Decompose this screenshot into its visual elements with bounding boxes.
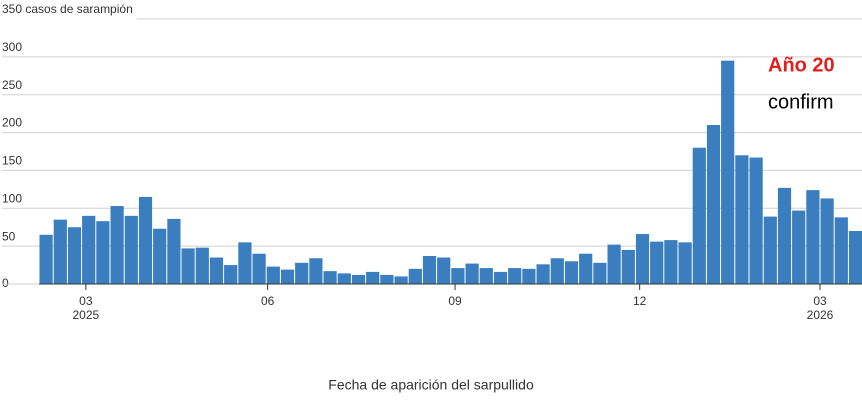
bar [195,247,209,284]
y-tick-label: 50 [2,229,16,243]
bar [96,221,110,284]
y-tick-label: 0 [2,276,9,290]
bar [209,257,224,284]
bar [593,262,607,284]
y-tick-label: 300 [2,40,22,54]
bar [153,228,167,284]
bar [181,248,195,284]
bar [323,271,337,284]
y-tick-label: 100 [2,191,22,205]
bar [167,218,181,284]
bar [39,234,53,284]
bar [295,262,309,284]
bar [252,253,266,284]
x-year-label: 2025 [73,308,100,322]
bar [579,253,593,284]
y-tick-label: 350 casos de sarampión [2,2,133,16]
bar [508,268,522,284]
bar [337,273,351,284]
bar [437,257,451,284]
bar [564,261,579,284]
bar [607,244,621,284]
bar [67,227,82,284]
bar [777,187,792,284]
bar [706,125,721,284]
x-year-label: 2026 [807,308,834,322]
bar [309,258,323,284]
bar [238,242,252,284]
y-tick-label: 250 [2,78,22,92]
bar [635,234,650,284]
bar [493,271,508,284]
bar [266,266,280,284]
bar [721,60,735,285]
x-tick-label: 03 [79,294,93,308]
bar [536,264,550,284]
bar [749,157,763,284]
bar [621,249,635,284]
bar [848,231,862,284]
bar [550,258,564,284]
bar [82,215,96,284]
annotation-title: Año 20 [768,54,835,76]
bar [394,276,408,284]
x-tick-label: 06 [261,294,275,308]
bar [451,268,465,284]
bar [138,196,153,284]
bar [479,268,493,284]
bar [224,265,238,284]
x-tick-label: 03 [813,294,827,308]
bar [53,219,67,284]
x-tick-label: 09 [448,294,462,308]
x-axis-title: Fecha de aparición del sarpullido [328,377,534,393]
bar [664,240,678,284]
bar [280,269,295,284]
y-tick-label: 150 [2,154,22,168]
bar [351,274,366,284]
bar [678,242,692,284]
bar [522,268,536,284]
bar [792,210,806,284]
bar [408,268,422,284]
bar [110,206,124,284]
bar [380,274,394,284]
bar [465,263,479,284]
bar [820,198,834,284]
bar [124,215,138,284]
bar [366,271,380,284]
bar [834,217,848,284]
bar [735,155,749,284]
bar [763,216,777,284]
bar [650,241,664,284]
x-tick-label: 12 [633,294,647,308]
annotation-text: confirm [768,91,834,113]
bar [806,190,820,284]
y-tick-label: 200 [2,116,22,130]
bar [692,147,706,284]
bar [422,255,437,284]
